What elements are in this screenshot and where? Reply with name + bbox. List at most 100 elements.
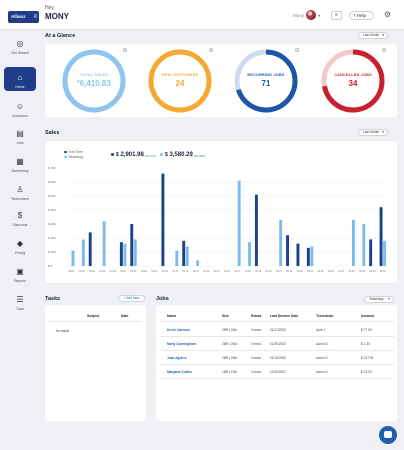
gauge-new-customers[interactable]: NEW CUSTOMERS 24 i [147, 48, 213, 114]
sidebar-item-scheduling[interactable]: ▦ Scheduling [4, 157, 36, 173]
sidebar-item-label: Customers [11, 114, 29, 118]
bar-recurring [81, 239, 85, 266]
jobs-col-extras[interactable]: Extras [251, 314, 262, 318]
sidebar-item-customers[interactable]: ☺ Customers [4, 102, 36, 118]
x-tick-label: 03-06 [120, 271, 127, 273]
table-cell: 01/30/2022 [270, 342, 286, 346]
chat-launcher-button[interactable] [379, 426, 397, 444]
table-cell: 0 extra [251, 342, 261, 346]
glance-period-select[interactable]: Last Month [358, 32, 388, 39]
help-icon: ? [353, 13, 356, 18]
y-tick-label: $ 200 [48, 236, 56, 240]
job-customer-link[interactable]: Juan Aguirre [167, 356, 187, 360]
gauge-value: 71 [261, 79, 271, 88]
sidebar-item-get-started[interactable]: ◎ Get Started [4, 39, 36, 55]
compass-icon: ◎ [16, 39, 24, 48]
divider [160, 321, 394, 322]
table-cell: Aaron G. [316, 370, 329, 374]
gauge-arc [62, 49, 126, 113]
user-name-heading: MONY [45, 12, 69, 21]
y-tick-label: $ 300 [48, 222, 56, 226]
bar-recurring [383, 240, 387, 266]
bar-recurring [248, 242, 251, 266]
report-icon: ▣ [16, 267, 24, 276]
table-row-divider [160, 364, 394, 365]
brand-logo[interactable]: Allianz [8, 11, 39, 23]
bar-recurring [196, 260, 200, 266]
info-icon[interactable]: i [123, 48, 127, 52]
help-button[interactable]: ? Help [349, 11, 374, 20]
sidebar: ◎ Get Started ⌂ Home ☺ Customers ▤ Jobs ▦ Schedul… [0, 31, 40, 450]
bar-recurring [310, 246, 314, 266]
x-tick-label: 03-19 [255, 271, 262, 273]
legend-recurring: Recurring [64, 155, 83, 159]
x-tick-label: 03-31 [380, 271, 387, 273]
chevron-down-icon[interactable]: ▾ [318, 13, 321, 18]
sidebar-item-label: Tools [16, 307, 24, 311]
gauge-arc [234, 49, 298, 113]
sidebar-item-jobs[interactable]: ▤ Jobs [4, 129, 36, 145]
x-tick-label: 03-12 [183, 271, 190, 273]
gauge-cancelled-jobs[interactable]: CANCELLED JOBS 34 i [320, 48, 386, 114]
info-icon[interactable]: i [295, 48, 299, 52]
y-tick-label: $ 600 [48, 180, 56, 184]
job-customer-link[interactable]: Margaret Collins [167, 370, 192, 374]
gear-icon[interactable]: ⚙ [384, 10, 392, 19]
sidebar-item-discounts[interactable]: $ Discounts [4, 211, 36, 227]
gauge-total-sales[interactable]: TOTAL SALES $6,410.83 i [61, 48, 127, 114]
jobs-col-amount[interactable]: Amount [361, 314, 374, 318]
bar-recurring [175, 250, 179, 266]
add-task-button[interactable]: + Add New [118, 295, 145, 302]
x-tick-label: 03-23 [297, 271, 304, 273]
sales-period-select[interactable]: Last Month [358, 129, 388, 136]
table-cell: $ 73.33 [361, 370, 372, 374]
gauge-value: 24 [175, 79, 185, 88]
x-tick-label: 03-29 [359, 271, 366, 273]
jobs-period-select[interactable]: Yesterday [364, 296, 394, 303]
jobs-col-size[interactable]: Size [222, 314, 229, 318]
one-time-total: $ 2,901.98 [111, 152, 144, 158]
x-tick-label: 03-10 [162, 271, 169, 273]
bar-recurring [279, 219, 283, 266]
sidebar-item-tools[interactable]: ☰ Tools [4, 295, 36, 311]
x-tick-label: 03-02 [79, 271, 86, 273]
x-tick-label: 03-25 [318, 271, 325, 273]
help-label: Help [356, 13, 367, 18]
jobs-col-last-service-date[interactable]: Last Service Date [270, 314, 299, 318]
menu-icon[interactable]: ≡ [331, 11, 342, 20]
sidebar-item-technicians[interactable]: ♙ Technicians [4, 185, 36, 201]
table-cell: Aaron G. [316, 342, 329, 346]
bar-recurring [351, 219, 355, 266]
sidebar-item-reports[interactable]: ▣ Reports [4, 267, 36, 283]
jobs-col-technician[interactable]: Technician [316, 314, 334, 318]
tasks-empty-text: No tasks! [56, 329, 70, 333]
table-cell: April J. [316, 328, 326, 332]
tasks-col-subject[interactable]: Subject [87, 314, 100, 318]
table-cell: $ 77.90 [361, 328, 372, 332]
x-tick-label: 03-28 [349, 271, 356, 273]
sidebar-item-pricing[interactable]: ◆ Pricing [4, 239, 36, 255]
technician-icon: ♙ [16, 185, 24, 194]
bar-one-time [182, 240, 186, 266]
table-cell: $ 137.90 [361, 356, 374, 360]
tag-icon: ◆ [16, 239, 24, 248]
sidebar-item-home[interactable]: ⌂ Home [4, 67, 36, 91]
x-tick-label: 03-27 [338, 271, 345, 273]
tasks-col-date[interactable]: Date [121, 314, 129, 318]
jobs-col-name[interactable]: Name [167, 314, 177, 318]
y-tick-label: $ 700 [48, 166, 56, 170]
jobs-card [156, 305, 397, 421]
table-row-divider [160, 336, 394, 337]
info-icon[interactable]: i [382, 48, 386, 52]
avatar[interactable] [306, 10, 316, 20]
x-tick-label: 03-21 [276, 271, 283, 273]
job-customer-link[interactable]: Mony Cunningham [167, 342, 196, 346]
account-name[interactable]: Mony [293, 13, 305, 18]
bar-recurring [362, 224, 366, 266]
clipboard-icon: ▤ [16, 129, 24, 138]
x-tick-label: 03-01 [68, 271, 75, 273]
job-customer-link[interactable]: Kevin Johnson [167, 328, 190, 332]
tasks-title: Tasks [45, 296, 61, 302]
gauge-recurring-jobs[interactable]: RECURRING JOBS 71 i [233, 48, 299, 114]
info-icon[interactable]: i [209, 48, 213, 52]
